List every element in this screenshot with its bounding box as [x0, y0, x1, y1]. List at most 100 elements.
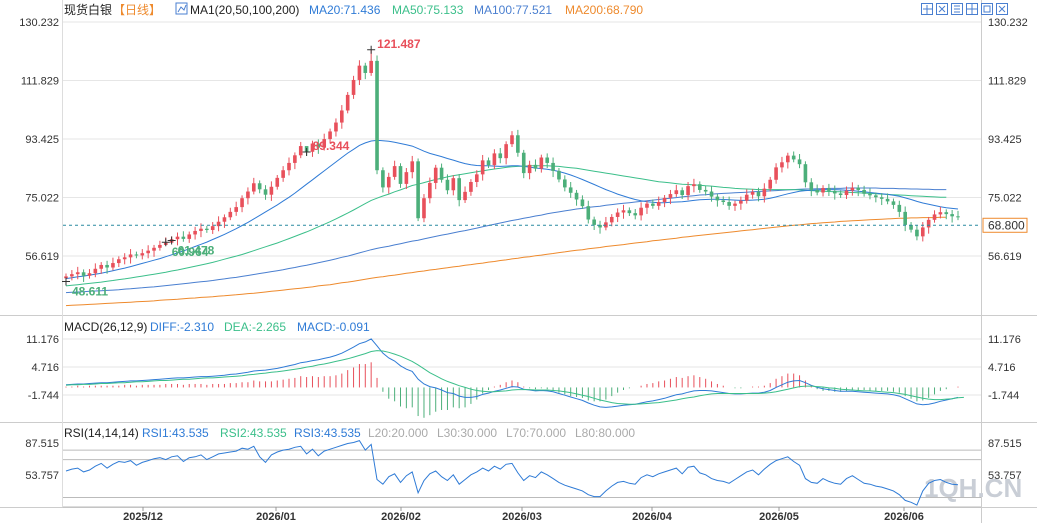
candle-body: [662, 197, 667, 203]
macd-tick-left: 4.716: [31, 362, 59, 374]
candle-body: [222, 217, 227, 222]
candle-body: [140, 253, 145, 256]
candle-body: [287, 162, 291, 171]
candle-body: [351, 79, 356, 95]
ma-title[interactable]: MA1(20,50,100,200): [190, 3, 299, 17]
candle-body: [275, 177, 280, 187]
x-tick-label: 2026/03: [502, 511, 542, 523]
candle-body: [656, 202, 661, 206]
candle-body: [492, 153, 497, 166]
candle-body: [328, 131, 332, 140]
candle-body: [322, 139, 327, 148]
candle-body: [932, 214, 937, 220]
expand-icon[interactable]: [936, 3, 948, 15]
macd-diff-legend: DIFF:-2.310: [150, 320, 214, 334]
rsi-l30-legend: L30:30.000: [437, 426, 497, 440]
annotation-label: 121.487: [377, 37, 421, 51]
candle-body: [128, 254, 133, 258]
candle-body: [386, 176, 391, 188]
candle-body: [674, 190, 679, 195]
y-tick-right: 111.829: [988, 75, 1026, 87]
macd-tick-right: 11.176: [988, 334, 1021, 346]
fullscreen-icon[interactable]: [981, 3, 993, 15]
macd-dea-legend: DEA:-2.265: [224, 320, 286, 334]
candle-body: [433, 167, 438, 183]
ma-lines: [65, 139, 959, 307]
candle-body: [334, 122, 338, 132]
candle-body: [457, 178, 461, 201]
candle-body: [428, 182, 432, 199]
macd-dea-line: [65, 350, 964, 405]
candle-body: [844, 190, 849, 196]
candle-body: [791, 155, 796, 160]
candle-body: [774, 167, 778, 180]
candle-body: [680, 190, 684, 196]
period-label[interactable]: 【日线】: [113, 3, 161, 17]
rsi-l70-legend: L70:70.000: [506, 426, 566, 440]
macd-diff-line: [65, 338, 959, 408]
candle-body: [228, 211, 233, 218]
candle-body: [381, 170, 385, 188]
candle-body: [885, 198, 890, 202]
candle-body: [516, 135, 520, 153]
candle-body: [122, 257, 127, 260]
candle-body: [375, 60, 379, 171]
candle-body: [363, 65, 368, 73]
rsi-panel: [63, 440, 981, 508]
ma-toggle-icon[interactable]: [175, 2, 188, 15]
y-tick-right: 130.232: [988, 17, 1028, 29]
candle-body: [357, 65, 362, 80]
candle-body: [768, 179, 773, 189]
candle-body: [838, 193, 843, 196]
close-icon[interactable]: [996, 3, 1008, 15]
x-tick-label: 2026/06: [884, 511, 924, 523]
candle-body: [445, 179, 450, 191]
candle-body: [64, 276, 68, 279]
candle-body: [944, 212, 949, 215]
grid-icon[interactable]: [966, 3, 978, 15]
last-price-marker: 68.800: [63, 217, 1028, 233]
candle-body: [879, 197, 884, 199]
annotation-label: 89.344: [313, 139, 350, 153]
rsi1-legend: RSI1:43.535: [142, 426, 209, 440]
y-tick-left: 111.829: [21, 75, 59, 87]
macd-tick-right: 4.716: [988, 362, 1016, 374]
candle-body: [874, 195, 878, 198]
candle-body: [510, 135, 514, 145]
candle-body: [703, 189, 708, 192]
candle-body: [316, 143, 321, 148]
candle-body: [586, 206, 591, 220]
candle-body: [915, 229, 919, 237]
candle-body: [739, 200, 743, 204]
crosshair-icon[interactable]: [921, 3, 933, 15]
candle-body: [539, 157, 544, 169]
x-axis-labels: 2025/12 2026/01 2026/02 2026/03 2026/04 2026/…: [123, 507, 924, 523]
candle-body: [733, 203, 737, 206]
macd-tick-left: 11.176: [26, 334, 59, 346]
candle-body: [563, 179, 567, 188]
candle-body: [592, 219, 596, 225]
candle-body: [721, 200, 726, 203]
candle-body: [897, 204, 902, 212]
candle-body: [627, 210, 632, 214]
settings-icon[interactable]: [951, 3, 963, 15]
macd-tick-right: -1.744: [988, 390, 1019, 402]
candle-body: [392, 166, 397, 177]
candle-body: [146, 250, 150, 254]
annotation-label: 61.478: [178, 244, 215, 258]
ma200-legend: MA200:68.790: [565, 3, 643, 17]
x-tick-label: 2026/01: [256, 511, 296, 523]
annotation-marker: [161, 238, 170, 247]
candle-body: [633, 213, 638, 216]
candle-body: [416, 161, 420, 219]
candle-body: [199, 228, 203, 231]
candle-body: [762, 188, 767, 197]
candle-body: [439, 167, 444, 180]
candle-body: [950, 214, 954, 217]
candle-body: [615, 212, 620, 217]
y-tick-left: 56.619: [25, 251, 59, 263]
candle-body: [152, 247, 156, 251]
candle-body: [463, 191, 467, 201]
candle-body: [451, 178, 456, 191]
